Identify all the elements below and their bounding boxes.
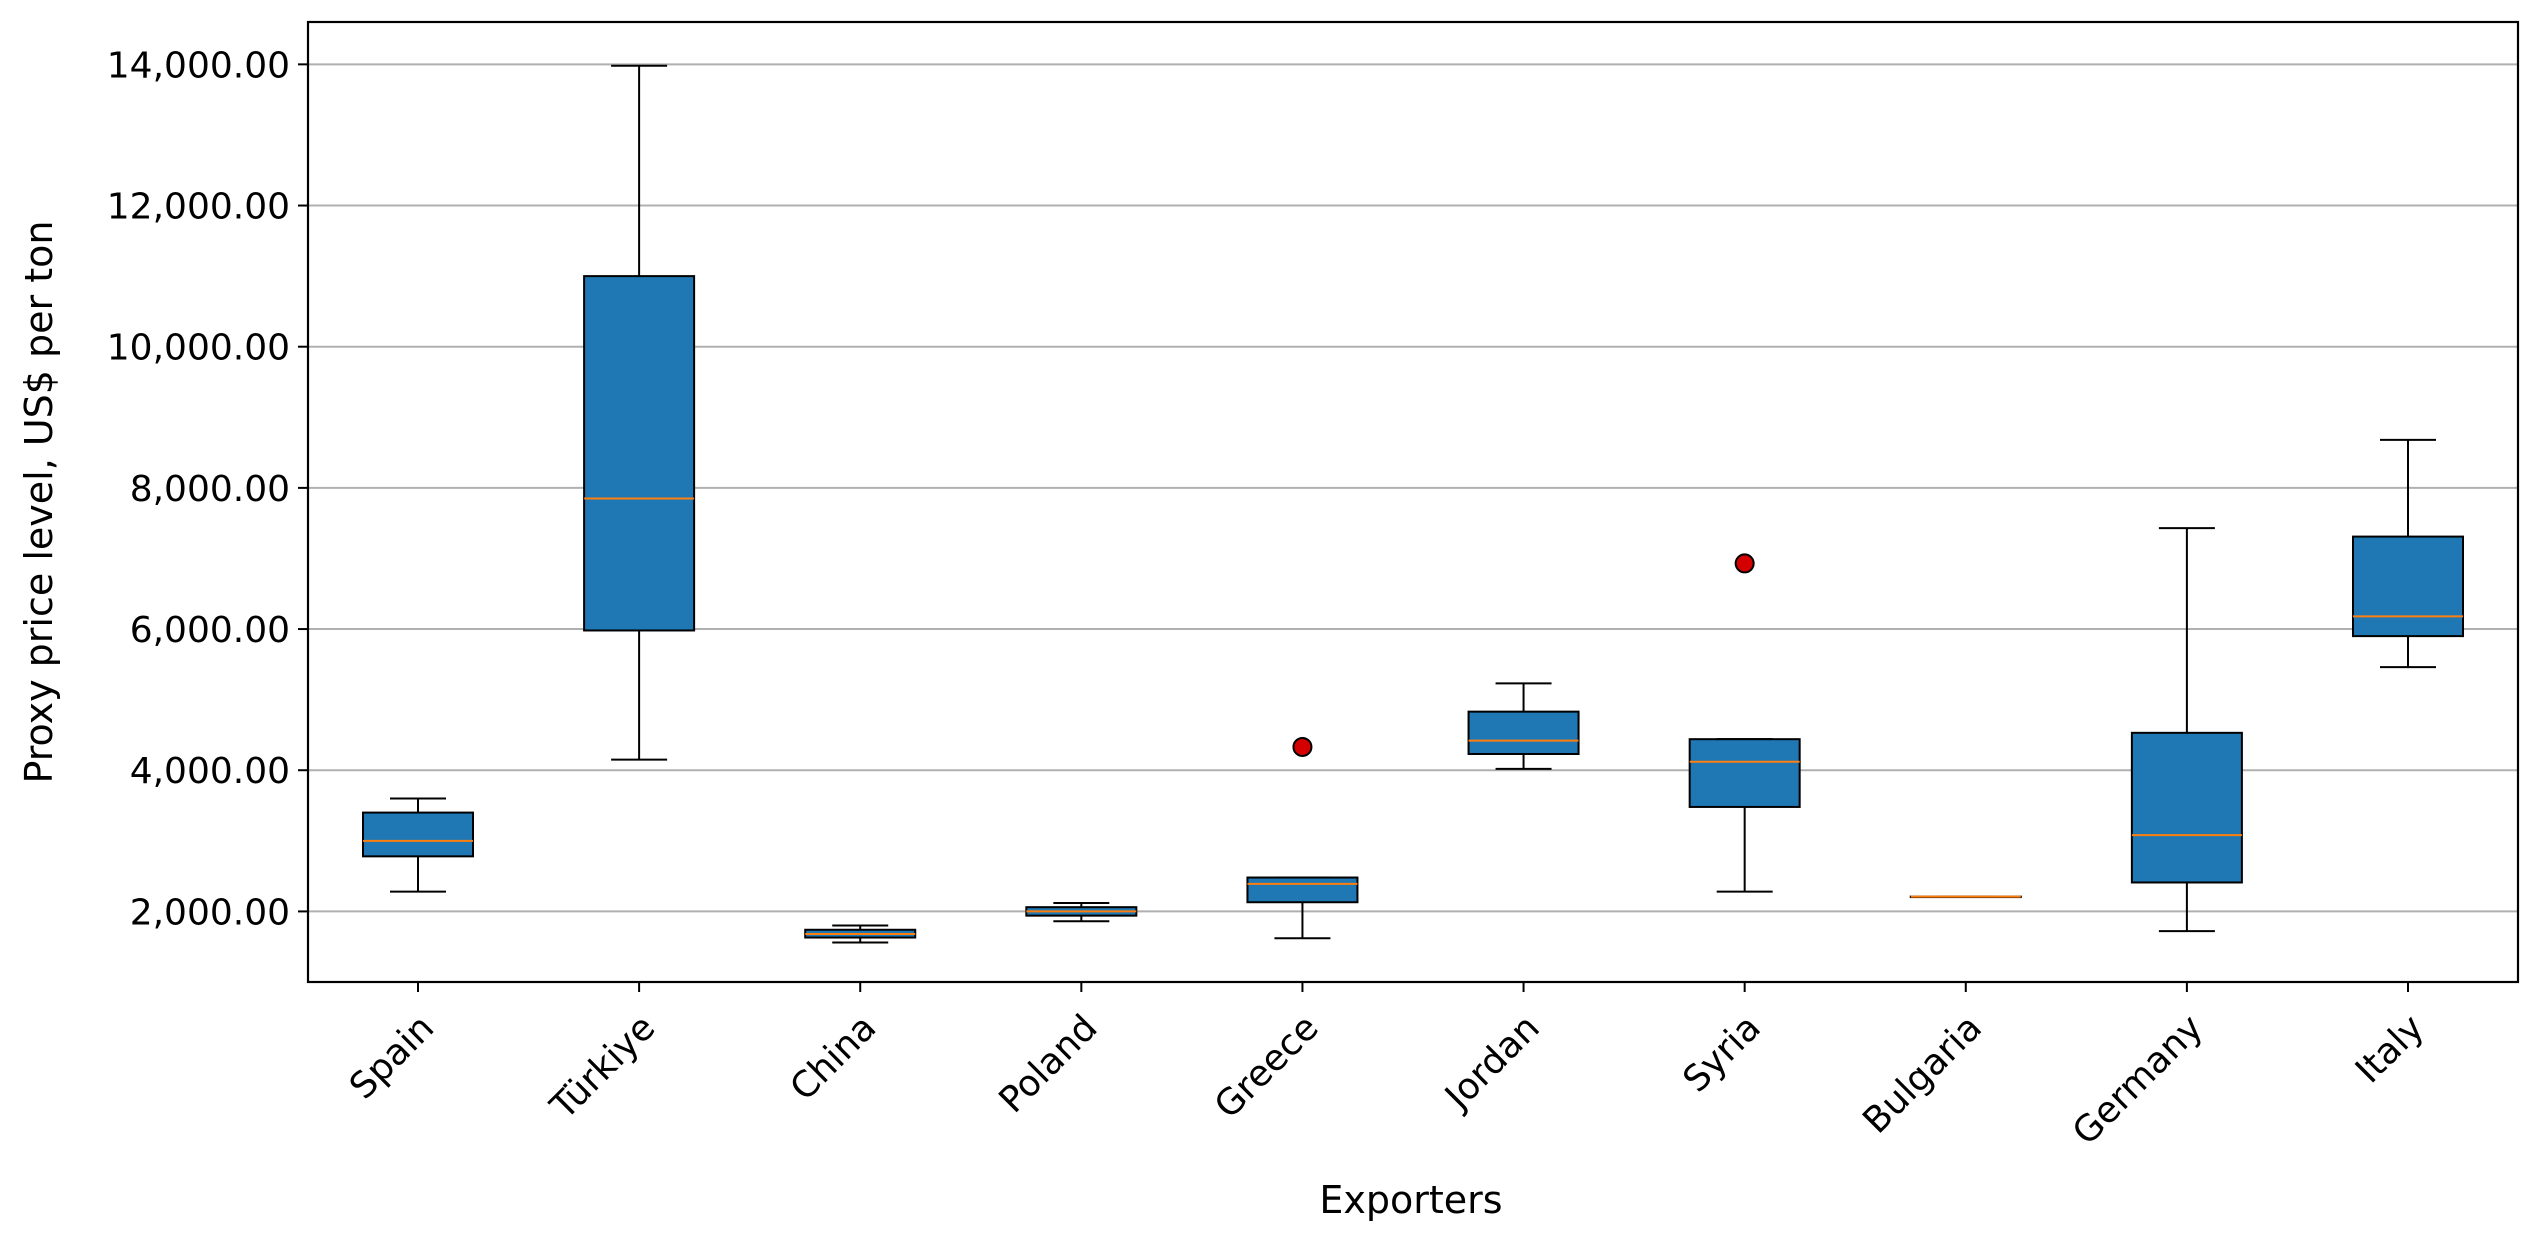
outlier-point <box>1292 736 1313 757</box>
box-türkiye <box>583 64 696 761</box>
box-bulgaria <box>1909 895 2022 899</box>
box-germany <box>2130 527 2243 933</box>
y-axis-title: Proxy price level, US$ per ton <box>17 221 61 784</box>
y-tick-label: 2,000.00 <box>130 892 290 933</box>
y-tick-label: 14,000.00 <box>107 45 290 86</box>
box-italy <box>2352 438 2464 669</box>
y-tick-label: 6,000.00 <box>130 610 290 651</box>
box-spain <box>362 797 474 893</box>
y-axis-ticks: 2,000.00 4,000.00 6,000.00 8,000.00 10,000.0… <box>107 45 308 933</box>
x-axis-title: Exporters <box>1319 1178 1502 1222</box>
box-syria <box>1688 553 1801 893</box>
interquartile-box <box>2352 535 2464 638</box>
y-tick-label: 10,000.00 <box>107 328 290 369</box>
interquartile-box <box>583 275 696 632</box>
box-jordan <box>1467 682 1580 770</box>
box-china <box>804 924 917 944</box>
y-tick-label: 4,000.00 <box>130 751 290 792</box>
box-greece <box>1246 736 1359 940</box>
interquartile-box <box>1246 876 1359 904</box>
box-series <box>362 64 2464 944</box>
interquartile-box <box>1688 738 1801 808</box>
interquartile-box <box>2130 731 2243 884</box>
box-poland <box>1025 901 1138 923</box>
y-tick-label: 12,000.00 <box>107 187 290 228</box>
y-tick-label: 8,000.00 <box>130 469 290 510</box>
outlier-point <box>1734 553 1755 574</box>
interquartile-box <box>362 811 474 858</box>
interquartile-box <box>1467 710 1580 755</box>
plot-frame <box>306 20 2520 984</box>
